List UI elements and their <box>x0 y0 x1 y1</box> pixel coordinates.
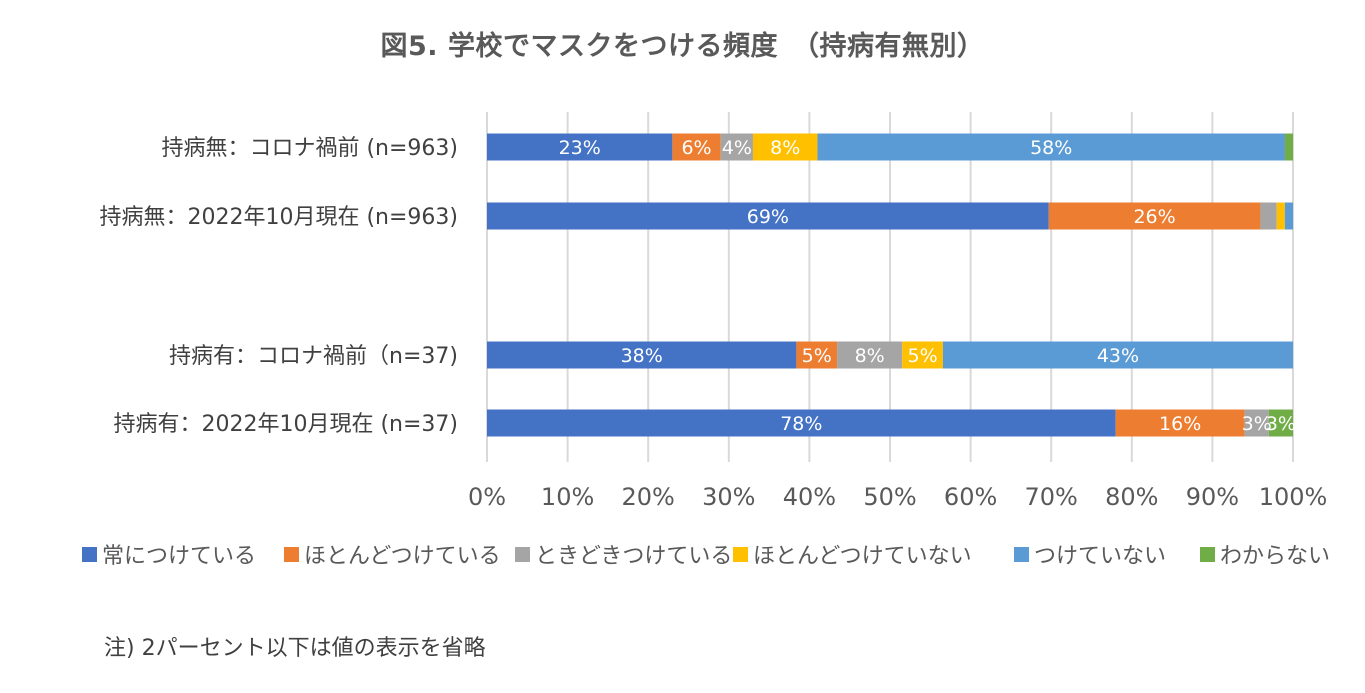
segment-label: 5% <box>907 345 937 367</box>
bar-segment <box>1115 409 1245 437</box>
segment-labels: 23% 6% 4% 8% 58% 69% 26% 38% 5% 8% 5% 43% 78% 16% 3%3% <box>559 137 1296 435</box>
tick-label: 90% <box>1186 483 1239 511</box>
legend-swatch <box>1014 547 1029 562</box>
legend: 常につけている ほとんどつけている ときどきつけている ほとんどつけていない つけていな… <box>82 544 1330 569</box>
bar-segment <box>902 341 943 369</box>
segment-label: 5% <box>802 345 832 367</box>
segment-label: 38% <box>621 345 663 367</box>
legend-label: ときどきつけている <box>535 544 732 569</box>
bar-segment <box>837 341 903 369</box>
segment-label: 8% <box>855 345 885 367</box>
tick-label: 80% <box>1105 483 1158 511</box>
category-labels: 持病無：コロナ禍前 (n=963) 持病無：2022年10月現在 (n=963) 持… <box>99 136 458 437</box>
legend-swatch <box>515 547 530 562</box>
segment-label: 58% <box>1030 137 1072 159</box>
bar-segment <box>1276 202 1285 230</box>
legend-label: ほとんどつけていない <box>753 544 972 569</box>
category-label: 持病無：コロナ禍前 (n=963) <box>161 136 458 161</box>
bar-segment <box>1284 202 1293 230</box>
segment-label: 8% <box>770 137 800 159</box>
bar-segment <box>1284 133 1293 161</box>
x-axis-tick-labels: 0% 10% 20% 30% 40% 50% 60% 70% 80% 90% 100% <box>468 483 1327 511</box>
category-label: 持病有：コロナ禍前（n=37) <box>169 344 458 369</box>
tick-label: 60% <box>944 483 997 511</box>
legend-label: つけていない <box>1034 544 1166 569</box>
segment-label: 6% <box>681 137 711 159</box>
bar-segment <box>487 341 797 369</box>
legend-label: ほとんどつけている <box>304 544 501 569</box>
segment-label: 43% <box>1097 345 1139 367</box>
chart-title: 図5. 学校でマスクをつける頻度 （持病有無別） <box>380 31 985 62</box>
tick-label: 0% <box>468 483 506 511</box>
tick-label: 50% <box>863 483 916 511</box>
segment-label: 4% <box>722 137 752 159</box>
bar-segment <box>487 202 1049 230</box>
footnote: 注) 2パーセント以下は値の表示を省略 <box>104 636 486 661</box>
bar-segment <box>487 409 1116 437</box>
bar-segment <box>752 133 818 161</box>
segment-label: 26% <box>1133 206 1175 228</box>
segment-label: 23% <box>559 137 601 159</box>
tick-label: 100% <box>1259 483 1328 511</box>
bar-segment <box>1048 202 1261 230</box>
segment-label: 16% <box>1159 413 1201 435</box>
legend-label: 常につけている <box>102 544 256 569</box>
category-label: 持病有：2022年10月現在 (n=37) <box>113 412 458 437</box>
bar-segment <box>487 133 673 161</box>
legend-swatch <box>1200 547 1215 562</box>
bar-segment <box>1260 202 1277 230</box>
tick-label: 40% <box>783 483 836 511</box>
bar-segment <box>942 341 1293 369</box>
tick-label: 30% <box>702 483 755 511</box>
tick-label: 10% <box>541 483 594 511</box>
legend-swatch <box>733 547 748 562</box>
bar-segments <box>487 133 1293 437</box>
bar-segment <box>817 133 1285 161</box>
bar-segment <box>1244 409 1269 437</box>
segment-label: 3% <box>1242 413 1272 435</box>
legend-label: わからない <box>1220 544 1330 569</box>
grid-lines <box>486 112 1294 462</box>
segment-label: 3% <box>1266 413 1296 435</box>
bar-segment <box>720 133 753 161</box>
tick-label: 70% <box>1025 483 1078 511</box>
segment-label: 78% <box>780 413 822 435</box>
bar-segment <box>796 341 838 369</box>
legend-swatch <box>284 547 299 562</box>
bar-segment <box>672 133 721 161</box>
category-label: 持病無：2022年10月現在 (n=963) <box>99 205 458 230</box>
bar-segment <box>1268 409 1293 437</box>
segment-label: 69% <box>747 206 789 228</box>
legend-swatch <box>82 547 97 562</box>
tick-label: 20% <box>622 483 675 511</box>
